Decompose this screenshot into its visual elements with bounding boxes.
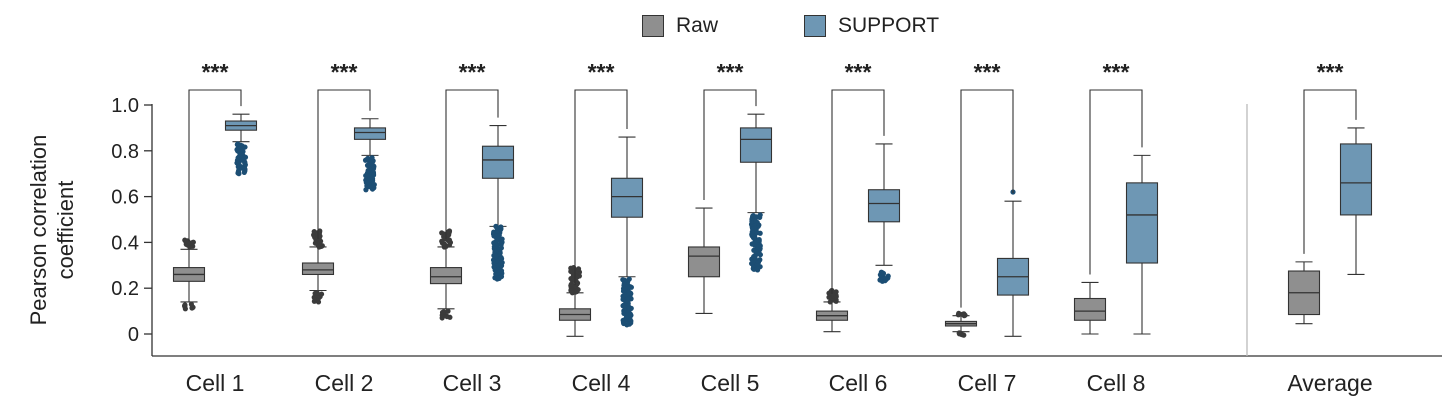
legend-item-support: SUPPORT [804,12,939,40]
outlier-point [441,309,447,315]
box-raw [944,310,978,338]
outlier-point [620,277,626,283]
box-raw [815,287,849,333]
significance-stars: *** [331,59,358,85]
box-raw [1287,261,1321,325]
box-iqr [610,177,644,218]
outlier-point [365,155,371,161]
significance-stars: *** [588,59,615,85]
box-support [353,118,387,193]
outlier-point [757,257,763,263]
x-category-label: Average [1287,370,1372,396]
outlier-point [961,311,967,317]
box-iqr [301,262,335,276]
box-iqr [429,267,463,285]
outlier-point [311,228,317,235]
box-iqr [353,127,387,140]
outlier-point [446,228,453,234]
significance-stars: *** [1317,59,1344,85]
outlier-point [493,223,499,229]
significance-bracket [445,89,499,239]
box-iqr [1073,297,1107,321]
outlier-point [445,308,451,314]
box-iqr [1125,182,1159,264]
significance-bracket [1303,89,1357,254]
outlier-point [182,237,188,243]
box-iqr [867,189,901,223]
outlier-point [956,330,962,336]
box-iqr [687,246,721,278]
legend-label-raw: Raw [676,14,719,37]
box-support [481,125,515,282]
x-category-label: Cell 2 [315,370,374,396]
x-category-label: Cell 8 [1087,370,1146,396]
outlier-point [498,224,504,230]
outlier-point [885,273,891,279]
box-iqr [1339,143,1373,216]
legend-swatch-support [804,15,826,37]
outlier-point [575,266,582,272]
outlier-point [878,269,884,275]
y-axis-label: Pearson correlationcoefficient [26,135,78,326]
box-iqr [481,145,515,179]
x-category-label: Cell 4 [572,370,631,396]
y-tick-label: 0 [128,324,139,346]
y-tick-label: 0.6 [111,187,139,209]
box-raw [172,237,206,312]
y-tick-label: 0.2 [111,278,139,300]
significance-stars: *** [717,59,744,85]
significance-bracket [188,89,242,242]
box-raw [429,228,463,321]
outlier-point [188,301,194,307]
outlier-point [750,212,756,219]
y-axis-label-line: Pearson correlation [26,135,51,326]
significance-bracket [960,89,1014,308]
outlier-point [439,230,445,236]
outlier-point [235,141,241,147]
outlier-point [314,290,320,296]
significance-stars: *** [974,59,1001,85]
box-support [739,113,773,273]
box-support [1339,127,1373,276]
x-category-label: Cell 3 [443,370,502,396]
y-axis-label-line: coefficient [53,181,78,280]
outlier-point [956,310,962,316]
significance-bracket [831,89,885,294]
x-category-label: Cell 7 [958,370,1017,396]
box-support [224,113,258,177]
significance-stars: *** [845,59,872,85]
significance-bracket [1089,89,1143,275]
significance-stars: *** [1103,59,1130,85]
legend-swatch-raw [642,15,664,37]
outlier-point [182,302,188,308]
box-iqr [739,127,773,163]
x-category-label: Cell 5 [701,370,760,396]
outlier-point [369,155,375,161]
outlier-point [626,276,632,282]
legend-item-raw: Raw [642,12,718,40]
outlier-point [833,289,839,295]
y-tick-label: 0.8 [111,141,139,163]
box-raw [301,228,335,305]
box-support [610,136,644,328]
y-tick-label: 1.0 [111,95,139,117]
x-category-label: Cell 1 [186,370,245,396]
significance-bracket [317,89,371,239]
significance-stars: *** [202,59,229,85]
box-raw [687,207,721,314]
x-category-label: Cell 6 [829,370,888,396]
outlier-point [190,239,196,245]
outlier-point [318,291,325,297]
significance-bracket [574,89,628,285]
box-raw [1073,281,1107,335]
box-support [867,143,901,284]
significance-bracket [703,89,757,201]
legend-label-support: SUPPORT [838,14,940,37]
outlier-point [757,212,763,218]
box-support [1125,154,1159,335]
y-tick-label: 0.4 [111,232,139,254]
significance-stars: *** [459,59,486,85]
box-support [996,189,1030,337]
